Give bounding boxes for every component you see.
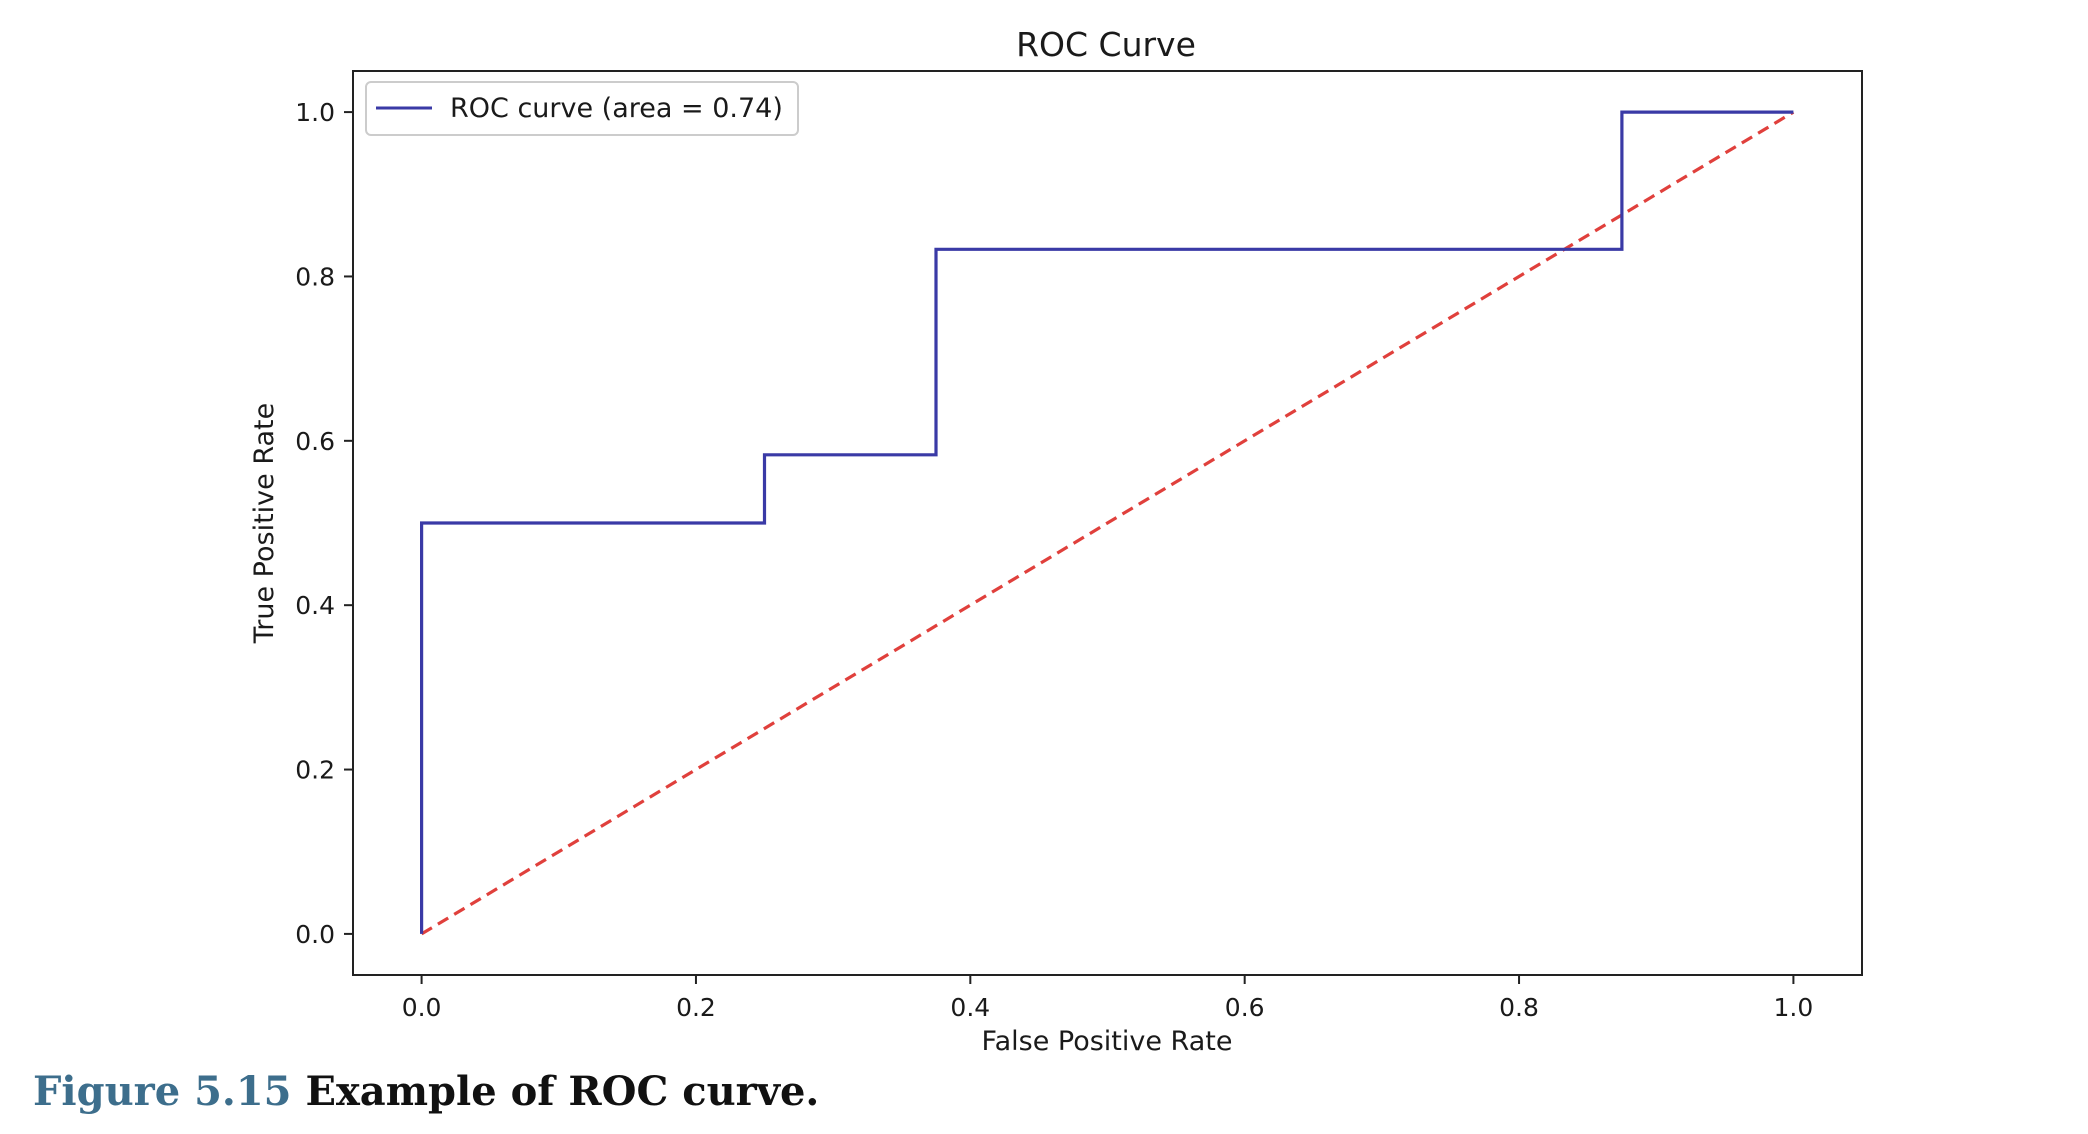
legend: ROC curve (area = 0.74)	[365, 81, 799, 136]
y-tick-label: 0.6	[295, 427, 335, 456]
x-tick-label: 0.6	[1225, 993, 1265, 1022]
series-layer	[420, 110, 1795, 936]
y-tick-label: 0.4	[295, 591, 335, 620]
y-tick-label: 1.0	[295, 98, 335, 127]
y-tick-label: 0.0	[295, 920, 335, 949]
y-tick-label: 0.8	[295, 262, 335, 291]
chart-title: ROC Curve	[1016, 25, 1196, 64]
legend-label-roc: ROC curve (area = 0.74)	[450, 93, 783, 124]
legend-box	[365, 81, 799, 136]
x-tick-label: 1.0	[1774, 993, 1814, 1022]
x-tick-label: 0.0	[402, 993, 442, 1022]
x-axis-label: False Positive Rate	[982, 1026, 1233, 1057]
figure-caption-text: Example of ROC curve.	[305, 1068, 820, 1115]
x-tick-label: 0.8	[1499, 993, 1539, 1022]
roc-curve-line	[420, 110, 1794, 934]
y-axis-ticks: 0.0 0.2 0.4 0.6 0.8 1.0	[295, 98, 353, 949]
y-tick-label: 0.2	[295, 756, 335, 785]
x-tick-label: 0.2	[676, 993, 716, 1022]
plot-area-frame	[352, 70, 1863, 976]
y-axis-label: True Positive Rate	[249, 403, 280, 645]
figure-caption: Figure 5.15 Example of ROC curve.	[33, 1068, 819, 1115]
figure-number: Figure 5.15	[33, 1068, 292, 1115]
x-axis-ticks: 0.0 0.2 0.4 0.6 0.8 1.0	[402, 975, 1814, 1022]
x-tick-label: 0.4	[950, 993, 990, 1022]
